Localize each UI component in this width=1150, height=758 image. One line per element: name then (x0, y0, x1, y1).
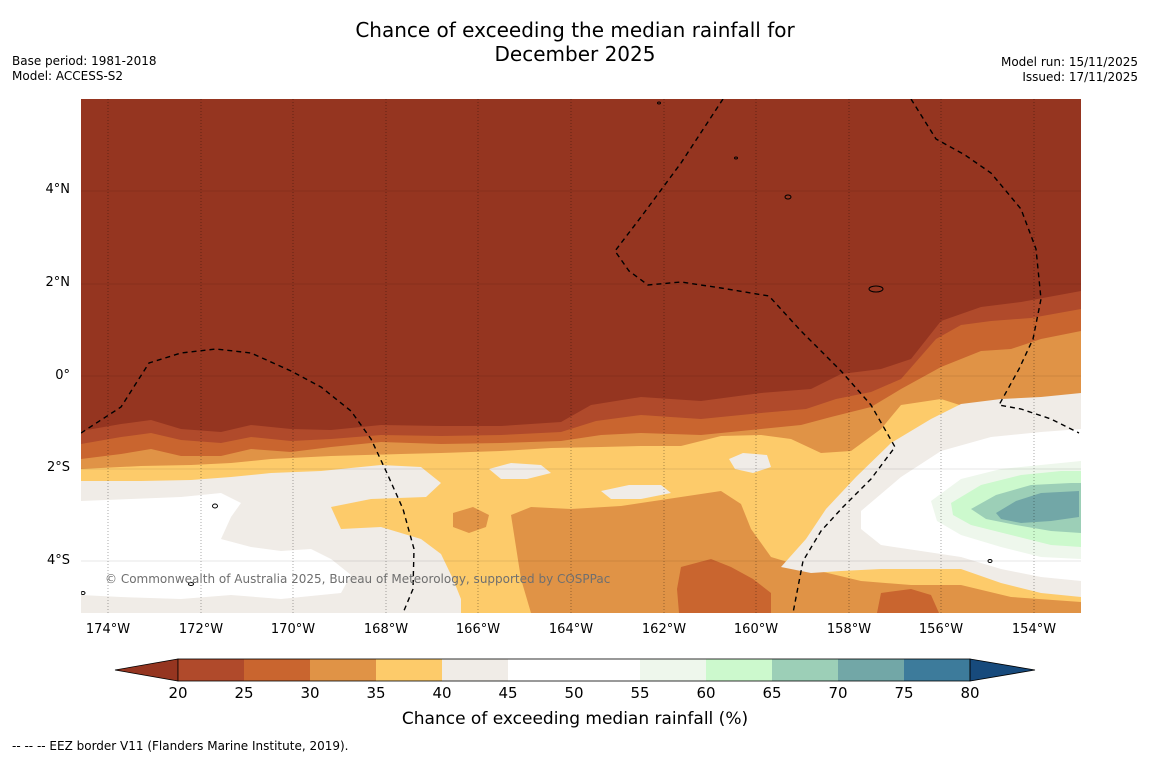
cbar-tick-45: 45 (498, 684, 518, 702)
base-period-text: Base period: 1981-2018 (12, 54, 157, 68)
meta-left: Base period: 1981-2018 Model: ACCESS-S2 (12, 54, 157, 84)
cbar-extend-low (114, 658, 179, 682)
cbar-tick-35: 35 (366, 684, 386, 702)
lat-label-4n: 4°N (45, 182, 71, 197)
band-45-50-blob-2 (601, 485, 671, 499)
map-svg (81, 99, 1081, 613)
meta-right: Model run: 15/11/2025 Issued: 17/11/2025 (1001, 55, 1138, 85)
cbar-tick-65: 65 (762, 684, 782, 702)
cbar-tick-50: 50 (564, 684, 584, 702)
eez-footnote: -- -- -- EEZ border V11 (Flanders Marine… (12, 739, 349, 753)
cbar-seg-35-40 (376, 659, 442, 681)
cbar-tick-70: 70 (828, 684, 848, 702)
lon-label-156w: 156°W (918, 622, 964, 637)
model-text: Model: ACCESS-S2 (12, 69, 124, 83)
colorbar-label: Chance of exceeding median rainfall (%) (401, 709, 749, 729)
islands (81, 101, 993, 595)
colorbar (114, 658, 1036, 682)
cbar-seg-45-50 (508, 659, 574, 681)
cbar-seg-20-25 (178, 659, 244, 681)
lon-label-174w: 174°W (85, 622, 131, 637)
lon-label-162w: 162°W (641, 622, 687, 637)
cbar-tick-40: 40 (432, 684, 452, 702)
band-45-50-blob-3 (729, 453, 771, 473)
band-50-55-west (81, 493, 351, 599)
cbar-seg-40-45 (442, 659, 508, 681)
lon-label-172w: 172°W (178, 622, 224, 637)
rainfall-map (81, 99, 1081, 613)
cbar-seg-55-60 (640, 659, 706, 681)
cbar-tick-25: 25 (234, 684, 254, 702)
lat-label-0: 0° (55, 368, 70, 383)
cbar-tick-30: 30 (300, 684, 320, 702)
copyright-notice: © Commonwealth of Australia 2025, Bureau… (105, 572, 611, 586)
title-line-1: Chance of exceeding the median rainfall … (355, 18, 795, 42)
lon-label-160w: 160°W (733, 622, 779, 637)
map-title: Chance of exceeding the median rainfall … (275, 18, 875, 66)
lat-label-4s: 4°S (46, 553, 70, 568)
band-30-35-blob-se (877, 589, 939, 613)
issued-text: Issued: 17/11/2025 (1022, 70, 1138, 84)
graticule (81, 99, 1081, 613)
band-45-50-blob-1 (489, 463, 551, 479)
eez-borders (81, 99, 1080, 613)
lon-label-170w: 170°W (270, 622, 316, 637)
cbar-tick-60: 60 (696, 684, 716, 702)
cbar-seg-75-80 (904, 659, 970, 681)
lon-label-158w: 158°W (826, 622, 872, 637)
cbar-tick-55: 55 (630, 684, 650, 702)
model-run-text: Model run: 15/11/2025 (1000, 55, 1138, 69)
cbar-seg-25-30 (244, 659, 310, 681)
cbar-seg-30-35 (310, 659, 376, 681)
lat-label-2n: 2°N (45, 275, 71, 290)
cbar-tick-20: 20 (168, 684, 188, 702)
band-30-35-blob-south (677, 559, 771, 613)
band-35-40-blob-west (453, 507, 489, 533)
cbar-tick-80: 80 (960, 684, 980, 702)
cbar-seg-50-55 (574, 659, 640, 681)
band-70-75 (996, 491, 1079, 523)
title-line-2: December 2025 (494, 42, 656, 66)
cbar-extend-high (969, 658, 1036, 682)
cbar-tick-75: 75 (894, 684, 914, 702)
lon-label-154w: 154°W (1011, 622, 1057, 637)
lon-label-164w: 164°W (548, 622, 594, 637)
lat-label-2s: 2°S (46, 460, 70, 475)
cbar-seg-60-65 (706, 659, 772, 681)
lon-label-168w: 168°W (363, 622, 409, 637)
band-35-40-blob-south (511, 491, 1081, 613)
cbar-seg-65-70 (772, 659, 838, 681)
cbar-seg-70-75 (838, 659, 904, 681)
lon-label-166w: 166°W (455, 622, 501, 637)
